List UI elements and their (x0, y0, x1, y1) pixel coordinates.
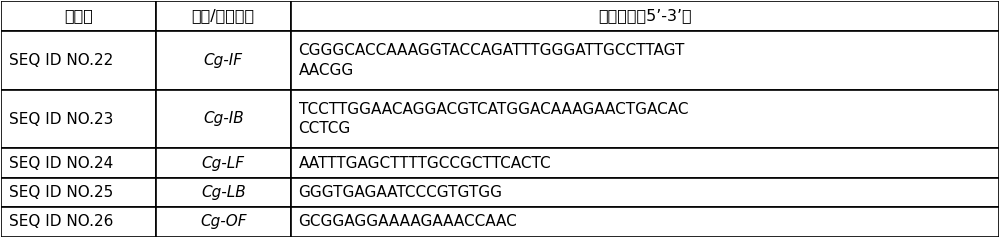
Bar (1, 89, 156, 149)
Bar (156, 89, 291, 149)
Bar (291, 1, 999, 31)
Text: 序列信息（5’-3’）: 序列信息（5’-3’） (598, 9, 691, 24)
Bar (291, 207, 999, 237)
Bar (156, 31, 291, 89)
Text: Cg-LF: Cg-LF (202, 156, 245, 171)
Text: SEQ ID NO.22: SEQ ID NO.22 (9, 53, 114, 68)
Bar (156, 178, 291, 207)
Text: 引物/探针名称: 引物/探针名称 (192, 9, 255, 24)
Text: SEQ ID NO.25: SEQ ID NO.25 (9, 185, 114, 200)
Bar (1, 1, 156, 31)
Bar (1, 178, 156, 207)
Text: AATTTGAGCTTTTGCCGCTTCACTC: AATTTGAGCTTTTGCCGCTTCACTC (299, 156, 551, 171)
Bar (156, 207, 291, 237)
Text: 序列号: 序列号 (64, 9, 93, 24)
Bar (291, 31, 999, 89)
Bar (1, 207, 156, 237)
Bar (1, 149, 156, 178)
Text: TCCTTGGAACAGGACGTCATGGACAAAGAACTGACAC
CCTCG: TCCTTGGAACAGGACGTCATGGACAAAGAACTGACAC CC… (299, 102, 688, 136)
Text: Cg-LB: Cg-LB (201, 185, 246, 200)
Text: Cg-OF: Cg-OF (200, 214, 247, 229)
Bar (291, 178, 999, 207)
Text: SEQ ID NO.23: SEQ ID NO.23 (9, 111, 114, 127)
Text: SEQ ID NO.24: SEQ ID NO.24 (9, 156, 114, 171)
Bar (291, 149, 999, 178)
Text: GGGTGAGAATCCCGTGTGG: GGGTGAGAATCCCGTGTGG (299, 185, 503, 200)
Text: CGGGCACCAAAGGTACCAGATTTGGGATTGCCTTAGT
AACGG: CGGGCACCAAAGGTACCAGATTTGGGATTGCCTTAGT AA… (299, 43, 685, 78)
Text: Cg-IB: Cg-IB (203, 111, 244, 127)
Bar (156, 1, 291, 31)
Text: GCGGAGGAAAAGAAACCAAC: GCGGAGGAAAAGAAACCAAC (299, 214, 517, 229)
Bar (1, 31, 156, 89)
Bar (156, 149, 291, 178)
Text: SEQ ID NO.26: SEQ ID NO.26 (9, 214, 114, 229)
Bar (291, 89, 999, 149)
Text: Cg-IF: Cg-IF (204, 53, 243, 68)
